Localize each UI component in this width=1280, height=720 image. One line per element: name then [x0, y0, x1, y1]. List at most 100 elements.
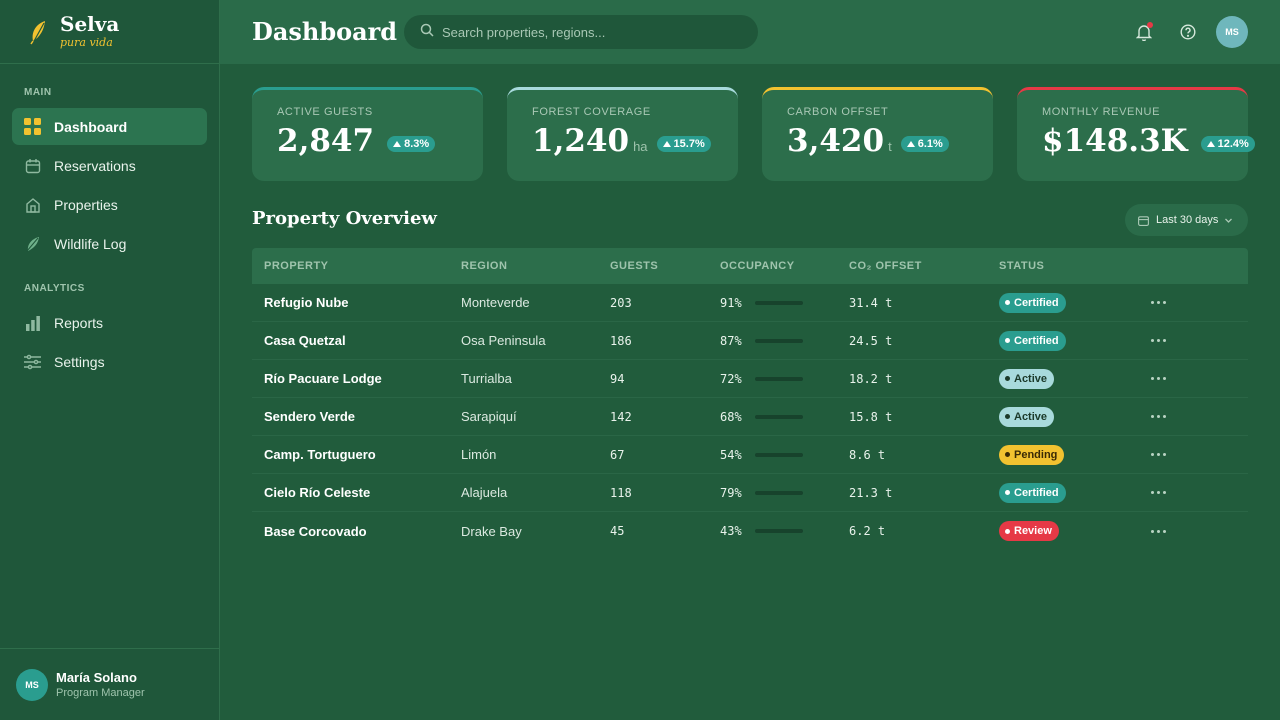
bell-icon	[1136, 25, 1152, 41]
region-cell: Alajuela	[461, 485, 508, 500]
more-options-icon[interactable]	[1149, 339, 1248, 342]
region-cell: Monteverde	[461, 295, 530, 310]
table-row[interactable]: Casa Quetzal Osa Peninsula 186 87% 24.5 t Cer…	[252, 322, 1248, 360]
nav-section-analytics: ANALYTICS	[24, 283, 85, 294]
row-actions	[1149, 301, 1248, 304]
occupancy-bar	[755, 338, 803, 343]
brand[interactable]: Selva pura vida	[0, 0, 219, 64]
status-badge: Active	[999, 406, 1055, 427]
table-row[interactable]: Cielo Río Celeste Alajuela 118 79% 21.3 t Cer…	[252, 474, 1248, 512]
sidebar-item-label: Reservations	[54, 157, 136, 174]
leaf-logo-icon	[30, 20, 45, 44]
column-header-guests[interactable]: GUESTS	[610, 260, 659, 272]
co2-offset-cell: 8.6 t	[849, 447, 886, 462]
top-bar: Dashboard MS	[220, 0, 1280, 64]
kpi-value: 3,420	[787, 123, 885, 159]
sidebar-item-label: Wildlife Log	[54, 235, 127, 252]
brand-tagline: pura vida	[60, 36, 113, 49]
table-row[interactable]: Refugio Nube Monteverde 203 91% 31.4 t Certif…	[252, 284, 1248, 322]
occupancy-bar	[755, 529, 803, 533]
co2-offset-cell: 24.5 t	[849, 333, 893, 348]
sidebar-item-settings[interactable]: Settings	[12, 343, 207, 380]
more-options-icon[interactable]	[1149, 301, 1248, 304]
occupancy-cell: 68%	[720, 410, 849, 424]
more-options-icon[interactable]	[1149, 415, 1248, 418]
kpi-label: FOREST COVERAGE	[532, 106, 651, 118]
guests-cell: 186	[610, 333, 632, 348]
leaf-icon	[24, 235, 41, 252]
notifications-button[interactable]	[1134, 22, 1154, 42]
kpi-value: 1,240	[532, 123, 630, 159]
lodge-icon	[24, 196, 41, 213]
kpi-delta-badge: 15.7%	[656, 136, 711, 152]
date-range-label: Last 30 days	[1156, 214, 1219, 226]
sidebar-item-label: Dashboard	[54, 118, 128, 135]
bar-chart-icon	[24, 314, 41, 331]
occupancy-cell: 54%	[720, 448, 849, 462]
more-options-icon[interactable]	[1149, 453, 1248, 456]
occupancy-bar	[755, 414, 803, 419]
help-button[interactable]	[1178, 22, 1198, 42]
column-header-status[interactable]: STATUS	[999, 260, 1045, 272]
column-header-co2-offset[interactable]: CO₂ OFFSET	[849, 260, 922, 272]
status-label: Certified	[1014, 296, 1059, 309]
sidebar-item-label: Properties	[54, 196, 118, 213]
sidebar-item-reservations[interactable]: Reservations	[12, 147, 207, 184]
column-header-property[interactable]: PROPERTY	[264, 260, 329, 272]
property-name[interactable]: Río Pacuare Lodge	[264, 371, 382, 386]
occupancy-value: 91%	[720, 295, 742, 310]
table-row[interactable]: Sendero Verde Sarapiquí 142 68% 15.8 t Active	[252, 398, 1248, 436]
table-row[interactable]: Río Pacuare Lodge Turrialba 94 72% 18.2 t Act…	[252, 360, 1248, 398]
property-name[interactable]: Casa Quetzal	[264, 333, 346, 348]
more-options-icon[interactable]	[1149, 377, 1248, 380]
table-row[interactable]: Base Corcovado Drake Bay 45 43% 6.2 t Review	[252, 512, 1248, 550]
sidebar-item-dashboard[interactable]: Dashboard	[12, 108, 207, 145]
user-name: María Solano	[56, 670, 137, 685]
trend-up-icon	[1206, 141, 1215, 147]
occupancy-bar	[755, 452, 803, 457]
property-name[interactable]: Cielo Río Celeste	[264, 485, 371, 500]
section-title: Property Overview	[252, 208, 437, 229]
status-badge: Review	[999, 521, 1059, 542]
sidebar-item-wildlife-log[interactable]: Wildlife Log	[12, 225, 207, 262]
status-cell: Active	[999, 368, 1149, 389]
sidebar-item-properties[interactable]: Properties	[12, 186, 207, 223]
property-name[interactable]: Sendero Verde	[264, 409, 356, 424]
kpi-cards: ACTIVE GUESTS 2,847 8.3% FOREST COVERAGE…	[252, 87, 1255, 181]
notification-dot	[1147, 22, 1153, 28]
status-cell: Review	[999, 521, 1149, 542]
status-badge: Certified	[999, 330, 1066, 351]
guests-cell: 94	[610, 371, 625, 386]
kpi-label: MONTHLY REVENUE	[1042, 106, 1161, 118]
occupancy-value: 79%	[720, 485, 742, 500]
column-header-occupancy[interactable]: OCCUPANCY	[720, 260, 795, 272]
status-label: Certified	[1014, 334, 1059, 347]
user-role: Program Manager	[56, 687, 145, 699]
search-bar[interactable]	[404, 15, 758, 49]
kpi-delta-badge: 6.1%	[900, 136, 949, 152]
search-input[interactable]	[442, 24, 742, 40]
kpi-value: $148.3K	[1042, 123, 1188, 159]
kpi-card-active-guests: ACTIVE GUESTS 2,847 8.3%	[252, 87, 483, 181]
property-name[interactable]: Camp. Tortuguero	[264, 447, 376, 462]
kpi-delta-badge: 8.3%	[387, 136, 436, 152]
occupancy-value: 72%	[720, 371, 742, 386]
table-row[interactable]: Camp. Tortuguero Limón 67 54% 8.6 t Pending	[252, 436, 1248, 474]
date-range-dropdown[interactable]: Last 30 days	[1125, 204, 1248, 236]
more-options-icon[interactable]	[1149, 491, 1248, 494]
property-name[interactable]: Refugio Nube	[264, 295, 349, 310]
status-dot	[1005, 452, 1010, 458]
user-profile[interactable]: MS María Solano Program Manager	[0, 648, 219, 720]
occupancy-value: 54%	[720, 447, 742, 462]
row-actions	[1149, 453, 1248, 456]
column-header-region[interactable]: REGION	[461, 260, 508, 272]
more-options-icon[interactable]	[1149, 529, 1248, 533]
header-avatar[interactable]: MS	[1216, 16, 1248, 48]
status-dot	[1005, 376, 1010, 382]
property-name[interactable]: Base Corcovado	[264, 523, 367, 539]
occupancy-value: 68%	[720, 409, 742, 424]
sidebar-item-label: Settings	[54, 353, 105, 370]
trend-up-icon	[662, 141, 671, 147]
sidebar-item-reports[interactable]: Reports	[12, 304, 207, 341]
table-header: PROPERTY REGION GUESTS OCCUPANCY CO₂ OFF…	[252, 248, 1248, 284]
